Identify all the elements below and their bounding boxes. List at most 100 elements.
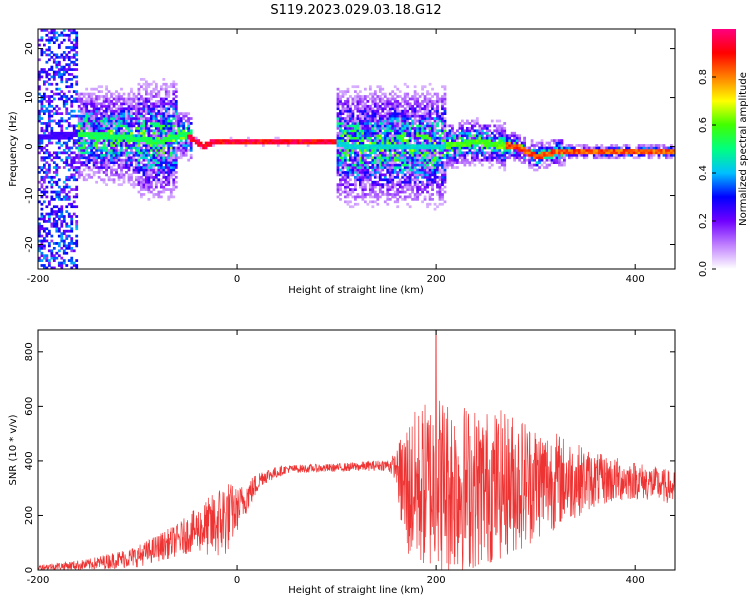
spectrogram-cell <box>189 146 193 150</box>
spectrogram-cell <box>132 122 136 125</box>
spectrogram-cell <box>490 163 494 167</box>
spectrogram-cell <box>344 183 347 187</box>
spectrogram-cell <box>107 175 111 179</box>
spectrogram-cell <box>443 185 447 189</box>
spectrogram-cell <box>446 151 449 155</box>
spectrogram-cell <box>135 117 138 120</box>
spectrogram-cell <box>60 75 64 79</box>
spectrogram-cell <box>339 171 342 174</box>
spectrogram-cell <box>386 117 390 120</box>
spectrogram-cell <box>52 175 56 179</box>
spectrogram-cell <box>421 144 424 147</box>
spectrogram-cell <box>401 158 405 162</box>
spectrogram-cell <box>149 122 153 125</box>
spectrogram-cell <box>388 124 392 128</box>
spectrogram-cell <box>657 144 661 147</box>
spectrogram-cell <box>356 129 360 133</box>
spectrogram-cell <box>72 126 76 130</box>
spectrogram-cell <box>331 141 335 145</box>
spectrogram-cell <box>386 202 390 206</box>
spectrogram-cell <box>500 124 504 128</box>
spectrogram-cell <box>145 171 148 174</box>
spectrogram-cell <box>381 146 385 150</box>
spectrogram-cell <box>82 144 86 147</box>
spectrogram-cell <box>40 129 44 133</box>
spectrogram-cell <box>174 131 178 135</box>
spectrogram-cell <box>396 205 400 209</box>
spectrogram-cell <box>485 124 489 128</box>
spectrogram-cell <box>406 92 410 96</box>
spectrogram-cell <box>411 185 415 189</box>
spectrogram-cell <box>122 112 126 116</box>
spectrogram-cell <box>135 153 138 157</box>
spectrogram-cell <box>147 139 151 142</box>
spectrogram-cell <box>45 239 49 243</box>
spectrogram-cell <box>493 136 497 140</box>
spectrogram-cell <box>92 100 96 103</box>
spectrogram-cell <box>135 163 138 167</box>
spectrogram-cell <box>87 109 91 113</box>
spectrogram-cell <box>62 259 66 262</box>
spectrogram-cell <box>179 131 183 135</box>
spectrogram-cell <box>391 173 395 177</box>
spectrogram-cell <box>112 139 116 142</box>
spectrogram-cell <box>52 31 56 35</box>
spectrogram-cell <box>45 107 49 111</box>
colorbar-ticks: 0.00.20.40.60.8 <box>698 69 716 277</box>
spectrogram-cell <box>498 134 502 138</box>
spectrogram-cell <box>368 124 372 128</box>
spectrogram-cell <box>597 149 601 152</box>
spectrogram-cell <box>137 92 141 96</box>
spectrogram-cell <box>655 151 658 155</box>
spectrogram-cell <box>142 102 146 106</box>
spectrogram-cell <box>443 168 447 172</box>
spectrogram-cell <box>458 126 462 130</box>
spectrogram-cell <box>398 166 402 169</box>
spectrogram-cell <box>105 171 108 174</box>
spectrogram-cell <box>386 131 390 135</box>
spectrogram-cell <box>152 168 156 172</box>
spectrogram-cell <box>358 117 362 120</box>
spectrogram-cell <box>538 153 541 157</box>
spectrogram-cell <box>349 134 352 138</box>
spectrogram-cell <box>401 100 405 103</box>
spectrogram-cell <box>358 178 362 182</box>
spectrogram-cell <box>349 190 352 194</box>
spectrogram-cell <box>135 119 138 123</box>
spectrogram-cell <box>197 139 201 142</box>
spectrogram-cell <box>371 131 375 135</box>
spectrogram-cell <box>67 146 71 150</box>
spectrogram-cell <box>42 92 46 96</box>
spectrogram-cell <box>528 158 531 162</box>
spectrogram-cell <box>117 175 121 179</box>
spectrogram-cell <box>356 124 360 128</box>
spectrogram-cell <box>140 95 143 98</box>
spectrogram-cell <box>77 168 81 172</box>
spectrogram-cell <box>354 134 357 138</box>
spectrogram-cell <box>371 156 375 160</box>
spectrogram-cell <box>102 141 106 145</box>
spectrogram-cell <box>431 126 434 130</box>
spectrogram-cell <box>528 166 531 169</box>
spectrogram-cell <box>413 112 417 116</box>
spectrogram-cell <box>543 144 546 147</box>
spectrogram-cell <box>87 144 91 147</box>
spectrogram-cell <box>140 193 143 196</box>
spectrogram-cell <box>164 134 168 138</box>
spectrogram-cell <box>505 134 509 138</box>
spectrogram-cell <box>72 31 76 35</box>
spectrogram-cell <box>172 97 176 101</box>
spectrogram-cell <box>508 139 512 142</box>
spectrogram-cell <box>85 139 89 142</box>
spectrogram-cell <box>341 104 345 108</box>
spectrogram-cell <box>433 158 437 162</box>
spectrogram-cell <box>453 146 457 150</box>
spectrogram-cell <box>354 129 357 133</box>
spectrogram-cell <box>351 117 355 120</box>
spectrogram-cell <box>515 141 519 145</box>
spectrogram-cell <box>47 163 51 167</box>
spectrogram-cell <box>87 158 91 162</box>
spectrogram-cell <box>423 195 427 199</box>
spectrogram-cell <box>132 144 136 147</box>
spectrogram-cell <box>358 136 362 140</box>
